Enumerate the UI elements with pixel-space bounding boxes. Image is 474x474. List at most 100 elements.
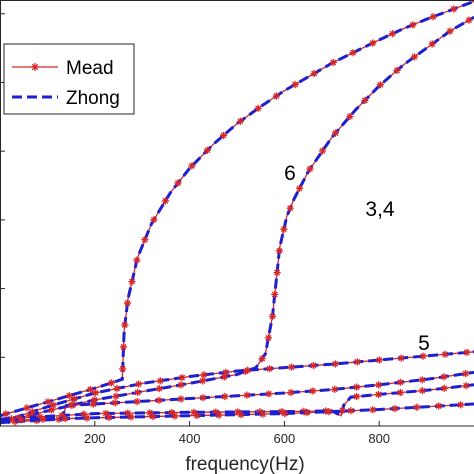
mead-marker: [265, 390, 273, 398]
x-tick-label: 800: [368, 431, 390, 446]
mead-marker: [369, 39, 377, 47]
zhong-line-5: [0, 350, 474, 425]
mead-marker: [410, 53, 418, 61]
legend: Mead Zhong: [3, 43, 135, 115]
mead-marker: [450, 5, 458, 13]
x-tick-label: 400: [179, 431, 201, 446]
mead-marker: [203, 146, 211, 154]
mead-marker: [259, 410, 267, 418]
mead-marker: [119, 365, 127, 373]
mead-marker: [23, 404, 31, 412]
mead-marker: [286, 204, 294, 212]
mead-marker: [177, 381, 185, 389]
mead-marker: [156, 377, 164, 385]
zhong-line-1: [0, 370, 474, 425]
curve-annotation: 5: [418, 332, 430, 355]
mead-marker: [462, 382, 470, 390]
mead-marker: [243, 391, 251, 399]
mead-marker: [281, 410, 289, 418]
mead-marker: [105, 413, 113, 422]
curve-6: [0, 0, 474, 418]
mead-marker: [429, 13, 437, 21]
mead-marker: [134, 388, 142, 396]
mead-marker: [177, 395, 185, 403]
mead-marker: [161, 197, 169, 205]
x-tick-label: 200: [84, 431, 106, 446]
mead-marker: [329, 58, 337, 67]
mead-marker: [222, 368, 230, 376]
mead-marker: [67, 401, 75, 409]
mead-marker: [28, 408, 36, 416]
mead-marker: [268, 312, 277, 320]
mead-marker: [91, 389, 100, 397]
mead-marker: [374, 390, 383, 399]
mead-marker: [2, 410, 10, 418]
mead-marker: [107, 379, 115, 387]
mead-marker: [83, 414, 91, 422]
mead-marker: [353, 358, 361, 366]
mead-marker: [446, 27, 454, 35]
mead-marker: [149, 412, 157, 421]
mead-marker: [220, 131, 228, 139]
mead-marker: [254, 104, 262, 112]
mead-marker: [419, 352, 427, 360]
mead-marker: [113, 384, 121, 393]
mead-marker: [264, 334, 272, 342]
annotations: 63,45: [284, 162, 430, 355]
mead-marker: [244, 366, 252, 374]
curve-5: [0, 348, 474, 425]
mead-marker: [310, 69, 318, 78]
legend-entry-mead: Mead: [12, 58, 114, 79]
mead-marker: [155, 385, 163, 393]
mead-marker: [346, 112, 354, 121]
mead-marker: [39, 415, 47, 423]
legend-box: [3, 43, 135, 115]
mead-marker: [338, 406, 347, 414]
mead-marker: [119, 343, 128, 351]
mead-marker: [296, 184, 304, 192]
mead-marker: [133, 256, 141, 264]
mead-marker: [65, 392, 73, 400]
mead-marker: [309, 387, 317, 395]
mead-marker: [331, 129, 340, 137]
mead-marker: [199, 394, 207, 402]
mead-marker: [146, 409, 154, 417]
mead-marker: [287, 363, 296, 371]
curve-annotation: 3,4: [365, 198, 395, 221]
mead-marker: [428, 40, 436, 48]
mead-marker: [49, 401, 57, 409]
mead-marker: [200, 371, 208, 379]
mead-marker: [309, 361, 318, 370]
mead-marker: [396, 389, 404, 397]
mead-marker: [258, 355, 266, 363]
mead-marker: [141, 236, 149, 244]
mead-marker: [393, 66, 401, 75]
mead-marker: [221, 392, 229, 401]
mead-marker: [273, 269, 281, 277]
legend-marker: [31, 63, 39, 71]
mead-marker: [127, 413, 135, 421]
mead-marker: [17, 416, 25, 424]
mead-marker: [349, 49, 357, 57]
zhong-line-6: [0, 0, 474, 418]
mead-marker: [457, 401, 465, 409]
mead-marker: [266, 365, 274, 373]
mead-marker: [86, 385, 94, 394]
mead-marker: [325, 408, 333, 416]
curve-2: [0, 382, 474, 422]
mead-marker: [133, 398, 141, 406]
mead-marker: [188, 162, 196, 170]
mead-marker: [150, 216, 158, 224]
mead-marker: [413, 403, 421, 411]
mead-marker: [111, 399, 119, 407]
mead-marker: [440, 384, 448, 392]
mead-marker: [174, 179, 182, 187]
legend-entry-zhong: Zhong: [12, 88, 120, 109]
curve-1: [0, 370, 474, 426]
mead-marker: [135, 380, 143, 388]
mead-marker: [306, 165, 314, 173]
mead-marker: [318, 147, 327, 155]
mead-marker: [237, 411, 245, 419]
mead-marker: [391, 405, 399, 413]
